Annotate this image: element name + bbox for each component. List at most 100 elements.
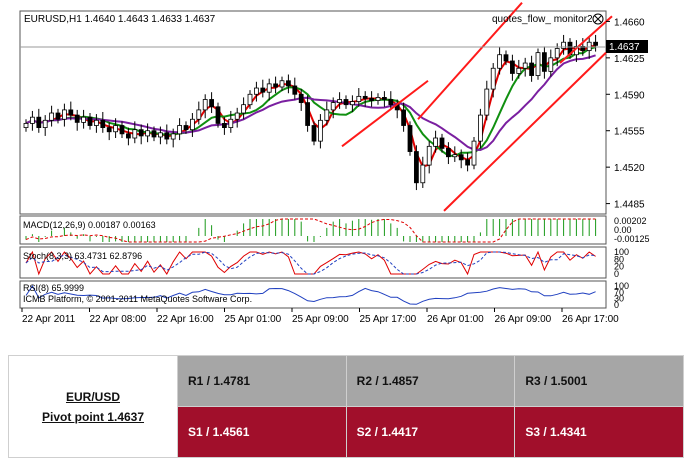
candle-body: [81, 116, 86, 123]
candle-body: [183, 125, 189, 131]
candle-body: [542, 52, 547, 72]
candle-body: [350, 101, 355, 106]
macd-signal-line: [25, 218, 596, 243]
rsi-tick-label: 100: [614, 281, 629, 291]
s2-cell: S2 / 1.4417: [345, 406, 516, 458]
candle-body: [126, 133, 131, 139]
candle-body: [382, 97, 387, 100]
y-tick-label: 1.4590: [614, 90, 645, 101]
rsi-panel: [19, 280, 607, 309]
candle-body: [49, 112, 54, 121]
candle-body: [311, 125, 317, 142]
candle-body: [279, 80, 285, 88]
x-tick-label: 25 Apr 01:00: [225, 314, 282, 325]
candle-body: [586, 41, 592, 51]
r2-cell: R2 / 1.4857: [345, 355, 516, 407]
rsi-tick-label: 0: [614, 300, 619, 310]
candle-body: [164, 132, 170, 140]
stoch-d-line: [25, 251, 596, 275]
pivot-label-cell: EUR/USD Pivot point 1.4637: [8, 355, 178, 458]
y-tick-label: 1.4555: [614, 127, 645, 138]
rsi-line: [25, 285, 596, 305]
stoch-tick-label: 0: [614, 269, 619, 279]
candle-body: [151, 130, 157, 138]
candle-body: [369, 98, 374, 101]
candle-body: [196, 109, 202, 120]
x-tick-label: 26 Apr 09:00: [495, 314, 552, 325]
y-tick-label: 1.4625: [614, 54, 645, 65]
monitor-icon: [592, 13, 604, 25]
trend-line-1: [341, 79, 429, 148]
candle-body: [234, 112, 240, 120]
candle-body: [209, 99, 214, 108]
y-tick-label: 1.4660: [614, 17, 645, 28]
candle-body: [522, 62, 528, 69]
candle-body: [471, 140, 477, 166]
candle-body: [62, 109, 67, 120]
macd-panel: [19, 215, 607, 245]
candle-body: [414, 151, 419, 184]
candle-body: [87, 116, 93, 126]
candle-body: [273, 83, 278, 88]
candle-body: [292, 85, 298, 95]
s1-cell: S1 / 1.4561: [177, 406, 347, 458]
channel-lower-line: [443, 51, 607, 212]
candle-body: [30, 116, 35, 124]
candle-body: [343, 99, 349, 106]
candle-body: [190, 118, 195, 131]
r3-cell: R3 / 1.5001: [514, 355, 684, 407]
candle-body: [260, 87, 266, 93]
channel-upper-line: [417, 2, 523, 120]
candle-body: [452, 154, 458, 158]
candle-body: [420, 164, 426, 184]
candle-body: [158, 132, 163, 138]
candle-body: [426, 145, 432, 166]
current-price-box: [606, 40, 648, 53]
x-tick-label: 25 Apr 09:00: [292, 314, 349, 325]
candle-body: [247, 93, 253, 106]
candle-body: [222, 123, 227, 128]
candle-body: [228, 118, 234, 128]
candle-body: [497, 54, 502, 69]
indicator-label: quotes_flow_ monitor2: [492, 14, 593, 25]
candle-body: [561, 41, 566, 49]
candle-body: [254, 87, 259, 95]
candle-body: [177, 125, 182, 135]
candle-body: [510, 60, 515, 74]
current-price-label: 1.4637: [609, 42, 640, 53]
x-tick-label: 26 Apr 17:00: [562, 314, 619, 325]
candle-body: [113, 125, 118, 133]
candle-body: [407, 125, 413, 152]
ma-slow-line: [25, 54, 596, 152]
macd-tick-label: -0.00125: [614, 234, 650, 244]
rsi-tick-label: 70: [614, 287, 624, 297]
candle-body: [548, 57, 554, 72]
macd-tick-label: 0.00202: [614, 216, 647, 226]
channel-upper-ext-line: [559, 15, 613, 64]
x-tick-label: 22 Apr 2011: [22, 314, 76, 325]
candle-body: [68, 109, 74, 116]
candle-body: [132, 129, 138, 139]
main-panel: [19, 10, 607, 215]
candle-body: [215, 106, 221, 124]
candle-body: [490, 67, 496, 90]
candle-body: [337, 99, 342, 104]
candle-body: [42, 119, 48, 128]
candle-body: [266, 83, 272, 93]
candle-body: [446, 148, 451, 158]
x-tick-label: 22 Apr 16:00: [157, 314, 214, 325]
candle-body: [554, 48, 560, 59]
candle-body: [362, 95, 368, 99]
copyright-footer: ICMB Platform, © 2001-2011 MetaQuotes So…: [23, 294, 252, 304]
candle-body: [439, 137, 445, 149]
candle-body: [401, 109, 406, 126]
macd-tick-label: 0.00: [614, 225, 632, 235]
pivot-table: EUR/USD Pivot point 1.4637 R1 / 1.4781 R…: [8, 355, 684, 458]
candle-body: [516, 67, 522, 74]
candle-body: [356, 95, 362, 102]
rsi-tick-label: 30: [614, 294, 624, 304]
candle-body: [458, 154, 464, 161]
monitor-icon-cross: [594, 15, 602, 23]
candle-body: [202, 99, 208, 111]
stoch-tick-label: 80: [614, 254, 624, 264]
